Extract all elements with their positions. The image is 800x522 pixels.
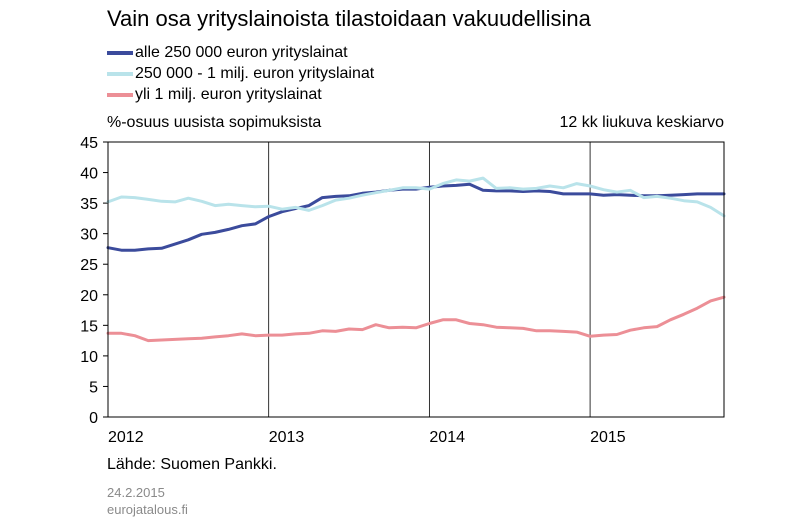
plot-frame [107, 141, 725, 418]
y-axis-label: %-osuus uusista sopimuksista [107, 114, 322, 131]
y-tick-label-40: 40 [80, 166, 98, 183]
y-tick-label-15: 15 [80, 318, 98, 335]
y-tick-label-20: 20 [80, 288, 98, 305]
series-line-0 [106, 182, 726, 252]
y-tick-label-30: 30 [80, 227, 98, 244]
legend-label-large: yli 1 milj. euron yrityslainat [135, 85, 322, 103]
legend-swatch-large [107, 92, 133, 97]
chart-note: 12 kk liukuva keskiarvo [559, 114, 724, 131]
series-line-1 [106, 176, 726, 218]
x-tick-label-2013: 2013 [269, 429, 305, 446]
legend-item-small-loans: alle 250 000 euron yrityslainat [107, 42, 374, 63]
y-tick-label-45: 45 [80, 135, 98, 152]
y-tick-label-35: 35 [80, 196, 98, 213]
x-tick-label-2015: 2015 [590, 429, 626, 446]
legend-swatch-medium [107, 71, 133, 76]
y-tick-label-0: 0 [89, 410, 98, 427]
site-name: eurojatalous.fi [107, 502, 188, 517]
y-tick-label-10: 10 [80, 349, 98, 366]
legend-label-small: alle 250 000 euron yrityslainat [135, 43, 348, 61]
source-note: Lähde: Suomen Pankki. [107, 456, 277, 473]
y-tick-label-5: 5 [89, 379, 98, 396]
x-tick-label-2014: 2014 [429, 429, 465, 446]
legend-item-large-loans: yli 1 milj. euron yrityslainat [107, 84, 374, 105]
legend-item-medium-loans: 250 000 - 1 milj. euron yrityslainat [107, 63, 374, 84]
series-line-2 [106, 295, 726, 343]
chart-title: Vain osa yrityslainoista tilastoidaan va… [107, 6, 591, 31]
x-tick-label-2012: 2012 [108, 429, 144, 446]
legend: alle 250 000 euron yrityslainat 250 000 … [107, 42, 374, 105]
legend-label-medium: 250 000 - 1 milj. euron yrityslainat [135, 64, 375, 82]
legend-swatch-small [107, 50, 133, 55]
y-tick-label-25: 25 [80, 257, 98, 274]
publish-date: 24.2.2015 [107, 485, 165, 500]
